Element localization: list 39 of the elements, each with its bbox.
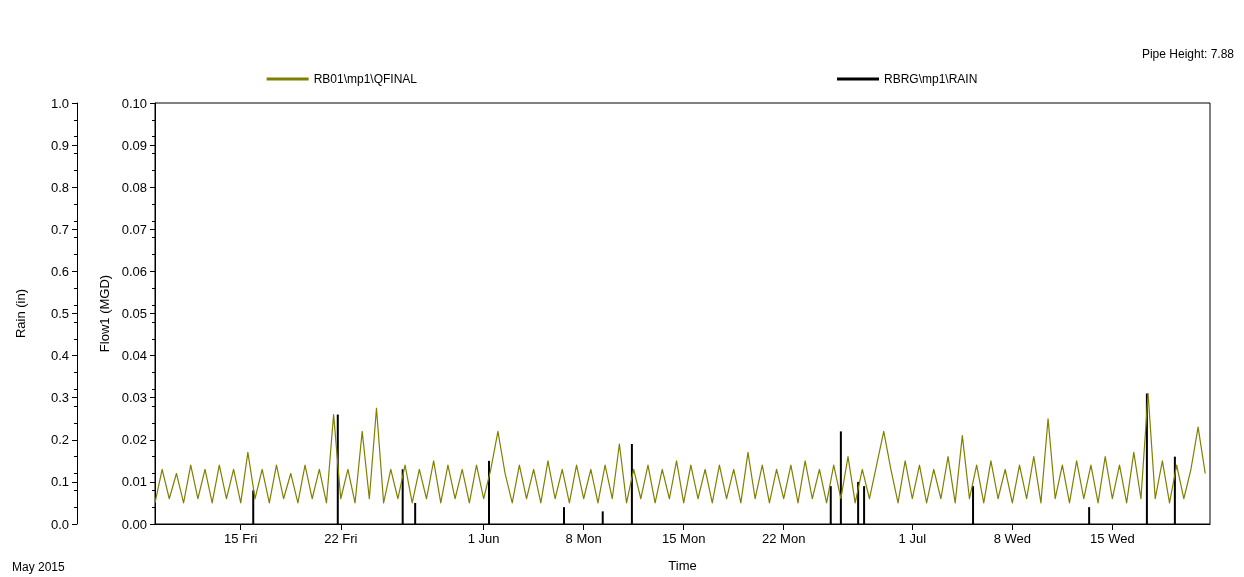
x-tick-label: 22 Mon	[762, 531, 806, 546]
x-tick-label: 1 Jul	[898, 531, 927, 546]
y-tick-label: 0.02	[121, 432, 147, 448]
x-tick-label: 15 Mon	[662, 531, 706, 546]
y-tick-label: 0.05	[121, 306, 147, 321]
y-axis-title: Flow1 (MGD)	[96, 274, 112, 353]
y2-tick-label: 0.7	[50, 221, 69, 237]
y2-tick-label: 0.6	[50, 263, 69, 279]
y-tick-label: 0.00	[121, 516, 147, 532]
y2-axis-title: Rain (in)	[13, 288, 28, 339]
text: May 2015	[12, 560, 66, 574]
x-tick-label: 15 Wed	[1090, 531, 1135, 546]
y2-tick-label: 0.1	[50, 474, 69, 490]
y2-tick-label: 0.9	[50, 137, 69, 153]
x-tick-label: 8 Mon	[565, 531, 602, 546]
y-tick-label: 0.06	[121, 263, 147, 279]
y2-tick-label: 0.5	[50, 306, 69, 321]
x-axis-title: Time	[668, 558, 697, 573]
x-tick-label: 22 Fri	[324, 531, 358, 546]
legend-label: RBRG\mp1\RAIN	[884, 72, 978, 86]
y2-tick-label: 1.0	[50, 95, 69, 111]
y-tick-label: 0.07	[121, 221, 147, 237]
y2-tick-label: 0.2	[50, 432, 69, 448]
y2-tick-label: 0.4	[50, 348, 69, 364]
y2-tick-label: 0.8	[50, 179, 69, 195]
y-tick-label: 0.03	[121, 390, 147, 406]
y-tick-label: 0.04	[121, 348, 147, 364]
x-tick-label: 8 Wed	[993, 531, 1032, 546]
line-series	[154, 392, 1206, 504]
text: Pipe Height: 7.88	[1141, 47, 1235, 61]
y2-tick-label: 0.0	[50, 516, 69, 532]
y-tick-label: 0.01	[121, 474, 147, 490]
x-tick-label: 15 Fri	[224, 531, 258, 546]
legend-label: RB01\mp1\QFINAL	[313, 72, 418, 86]
y2-tick-label: 0.3	[50, 390, 69, 406]
y-tick-label: 0.10	[121, 95, 147, 111]
y-tick-label: 0.08	[121, 179, 147, 195]
y-tick-label: 0.09	[121, 137, 147, 153]
x-tick-label: 1 Jun	[467, 531, 500, 546]
